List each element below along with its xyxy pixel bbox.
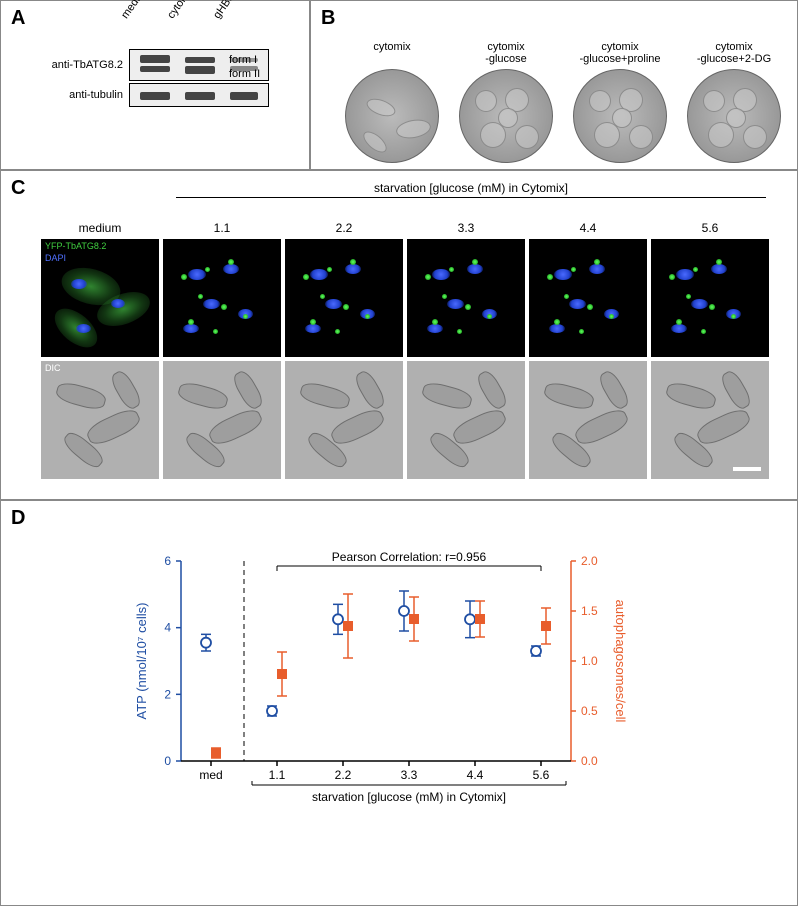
lane-ghbss: gHBSS	[211, 0, 244, 21]
dic-circle	[345, 69, 439, 163]
fluor-image	[285, 239, 403, 357]
c-grid: medium 1.1 2.2 3.3 4.4 5.6	[41, 221, 769, 479]
lane-medium: medium	[119, 0, 152, 21]
dic-circle	[459, 69, 553, 163]
svg-text:2.2: 2.2	[335, 768, 352, 782]
fluor-image	[407, 239, 525, 357]
scale-bar	[733, 467, 761, 471]
blot-label-atg: anti-TbATG8.2	[51, 59, 129, 71]
panel-d: D 0 2 4 6 0.0 0.5 1.0 1.5 2.0 med 1.1 2.2 3.3 4.4 5.6 s…	[0, 500, 798, 906]
svg-text:autophagosomes/cell: autophagosomes/cell	[613, 600, 628, 723]
svg-text:starvation [glucose (mM) in Cy: starvation [glucose (mM) in Cytomix]	[312, 790, 506, 804]
c-col: 5.6	[651, 221, 769, 479]
svg-text:3.3: 3.3	[401, 768, 418, 782]
svg-text:2: 2	[164, 687, 171, 701]
svg-text:2.0: 2.0	[581, 554, 598, 568]
chart-svg: 0 2 4 6 0.0 0.5 1.0 1.5 2.0 med 1.1 2.2 3.3 4.4 5.6 sta…	[131, 541, 691, 861]
circle-label: cytomix	[373, 41, 410, 69]
svg-text:0: 0	[164, 754, 171, 768]
panel-d-label: D	[11, 507, 25, 530]
circle-label: cytomix -glucose	[485, 41, 527, 69]
chart-area: 0 2 4 6 0.0 0.5 1.0 1.5 2.0 med 1.1 2.2 3.3 4.4 5.6 sta…	[131, 541, 671, 861]
panel-a-label: A	[11, 7, 25, 30]
dic-image	[163, 361, 281, 479]
dic-image	[529, 361, 647, 479]
lane-cytomix: cytomix	[165, 0, 198, 21]
c-col: 1.1	[163, 221, 281, 479]
circle-label: cytomix -glucose+2-DG	[697, 41, 771, 69]
svg-text:ATP (nmol/10⁷ cells): ATP (nmol/10⁷ cells)	[134, 603, 149, 720]
panel-b: B cytomix cytomix -glucose cytomix -glucos…	[310, 0, 798, 170]
dic-label: DIC	[45, 363, 61, 373]
fluor-image	[163, 239, 281, 357]
c-col-header: 4.4	[580, 221, 597, 239]
c-col-header: medium	[79, 221, 122, 239]
form-labels: form I form II	[229, 53, 260, 81]
circle-item: cytomix -glucose	[459, 41, 553, 163]
panel-b-label: B	[321, 7, 335, 30]
svg-text:4.4: 4.4	[467, 768, 484, 782]
c-col-header: 5.6	[702, 221, 719, 239]
svg-text:0.5: 0.5	[581, 704, 598, 718]
circle-label: cytomix -glucose+proline	[579, 41, 660, 69]
circle-item: cytomix -glucose+proline	[573, 41, 667, 163]
dic-image	[651, 361, 769, 479]
fluor-image	[529, 239, 647, 357]
c-col-header: 3.3	[458, 221, 475, 239]
circles-row: cytomix cytomix -glucose cytomix -glucose+…	[345, 41, 781, 163]
c-header: starvation [glucose (mM) in Cytomix]	[171, 181, 771, 198]
blot-label-tubulin: anti-tubulin	[51, 89, 129, 101]
c-col: 3.3	[407, 221, 525, 479]
c-col-header: 1.1	[214, 221, 231, 239]
dic-image	[41, 361, 159, 479]
dic-circle	[573, 69, 667, 163]
yfp-label: YFP-TbATG8.2	[45, 241, 106, 251]
svg-text:4: 4	[164, 621, 171, 635]
svg-text:1.0: 1.0	[581, 654, 598, 668]
svg-text:1.5: 1.5	[581, 604, 598, 618]
svg-text:Pearson Correlation: r=0.956: Pearson Correlation: r=0.956	[332, 550, 487, 564]
c-header-text: starvation [glucose (mM) in Cytomix]	[374, 181, 568, 195]
c-col: 4.4	[529, 221, 647, 479]
fluor-image	[651, 239, 769, 357]
panel-a: A medium cytomix gHBSS anti-TbATG8.2 ant…	[0, 0, 310, 170]
svg-text:6: 6	[164, 554, 171, 568]
blot-strip-tubulin	[129, 83, 269, 107]
panel-c-label: C	[11, 177, 25, 200]
c-col-header: 2.2	[336, 221, 353, 239]
dic-image	[407, 361, 525, 479]
circle-item: cytomix	[345, 41, 439, 163]
svg-text:med: med	[199, 768, 222, 782]
svg-text:0.0: 0.0	[581, 754, 598, 768]
dapi-label: DAPI	[45, 253, 66, 263]
panel-c: C starvation [glucose (mM) in Cytomix] Y…	[0, 170, 798, 500]
dic-circle	[687, 69, 781, 163]
svg-text:1.1: 1.1	[269, 768, 286, 782]
circle-item: cytomix -glucose+2-DG	[687, 41, 781, 163]
c-col: 2.2	[285, 221, 403, 479]
svg-text:5.6: 5.6	[533, 768, 550, 782]
lane-labels: medium cytomix gHBSS	[129, 9, 261, 21]
dic-image	[285, 361, 403, 479]
